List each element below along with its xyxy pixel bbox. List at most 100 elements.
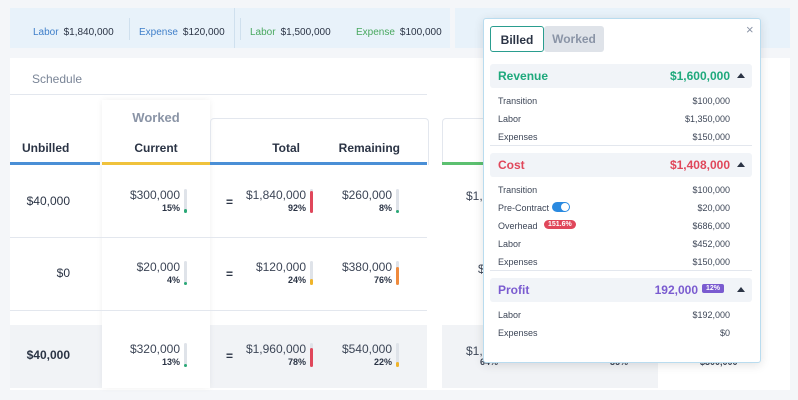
item-label: Overhead: [498, 221, 538, 231]
column-header: Total: [272, 141, 300, 155]
section-total: 192,000: [654, 283, 698, 297]
tab[interactable]: Worked: [544, 26, 604, 52]
divider: [490, 270, 752, 271]
item-value: $1,350,000: [684, 114, 730, 124]
summary-label: Labor: [250, 27, 276, 38]
item-label: Labor: [498, 239, 522, 249]
summary-strip: [10, 8, 450, 48]
progress-track: [396, 261, 399, 285]
progress-track: [310, 189, 313, 213]
progress-fill: [310, 190, 313, 213]
summary-value: $1,500,000: [280, 27, 331, 38]
summary-value: $1,840,000: [63, 27, 114, 38]
cell-percent: 13%: [161, 357, 180, 367]
caret[interactable]: [737, 73, 745, 78]
summary-value: $120,000: [182, 27, 225, 38]
summary-label: Labor: [33, 27, 59, 38]
summary-value: $100,000: [399, 27, 442, 38]
progress-track: [184, 261, 187, 285]
cell-value: $120,000: [255, 260, 306, 274]
section-total: $1,600,000: [669, 69, 730, 83]
cell-percent: 24%: [287, 275, 306, 285]
badge: 151.6%: [544, 220, 576, 229]
cell-percent: 78%: [287, 357, 306, 367]
divider: [490, 145, 752, 146]
row-divider: [10, 310, 427, 311]
underline: [10, 162, 100, 165]
cell-value: $380,000: [341, 260, 392, 274]
progress-track: [396, 189, 399, 213]
summary-label: Expense: [356, 27, 395, 38]
item-value: $686,000: [692, 221, 730, 231]
item-label: Pre-Contract: [498, 203, 550, 213]
cell-unbilled: $40,000: [26, 194, 70, 208]
caret[interactable]: [737, 162, 745, 167]
cell-percent: 22%: [373, 357, 392, 367]
summary-item: Expense $100,000: [356, 27, 442, 38]
item-label: Labor: [498, 310, 522, 320]
progress-fill: [396, 361, 399, 367]
section-title: Cost: [498, 158, 525, 172]
cell-unbilled: $0: [56, 266, 70, 280]
item-value: $150,000: [692, 132, 730, 142]
badge: 12%: [702, 284, 725, 293]
cell-unbilled: $40,000: [26, 348, 70, 362]
caret[interactable]: [737, 287, 745, 292]
cell-fragment: $: [478, 262, 485, 276]
cell-percent: 92%: [287, 203, 306, 213]
summary-item: Expense $120,000: [139, 27, 225, 38]
divider: [10, 94, 427, 95]
group-frame: [210, 118, 429, 165]
column-header: Current: [134, 141, 178, 155]
progress-fill: [396, 210, 399, 213]
section-title: Revenue: [498, 69, 549, 83]
cell-value: $260,000: [341, 188, 392, 202]
row-divider: [10, 237, 427, 238]
item-label: Expenses: [498, 257, 538, 267]
cell-percent: 8%: [378, 203, 392, 213]
toggle-knob: [561, 203, 569, 211]
cell-value: $20,000: [136, 260, 180, 274]
equals: =: [226, 195, 234, 209]
cell-value: $300,000: [129, 188, 180, 202]
tab[interactable]: Schedule: [32, 72, 83, 86]
progress-track: [184, 189, 187, 213]
item-label: Expenses: [498, 132, 538, 142]
item-value: $100,000: [692, 185, 730, 195]
progress-track: [310, 343, 313, 367]
cell-percent: 15%: [161, 203, 180, 213]
progress-track: [396, 343, 399, 367]
item-label: Transition: [498, 185, 538, 195]
item-label: Transition: [498, 96, 538, 106]
item-label: Labor: [498, 114, 522, 124]
summary-label: Expense: [139, 27, 178, 38]
cell-percent: 76%: [373, 275, 392, 285]
summary-item: Labor $1,500,000: [250, 27, 331, 38]
cell-percent: 4%: [166, 275, 180, 285]
equals: =: [226, 349, 234, 363]
tab[interactable]: Billed: [490, 26, 544, 52]
toggle[interactable]: [552, 202, 570, 212]
group-header: Worked: [132, 110, 180, 125]
progress-track: [310, 261, 313, 285]
item-value: $192,000: [692, 310, 730, 320]
progress-track: [184, 343, 187, 367]
cell-value: $1,960,000: [245, 342, 306, 356]
cell-value: $1,840,000: [245, 188, 306, 202]
progress-fill: [184, 282, 187, 285]
section-header: [490, 153, 752, 177]
progress-fill: [184, 209, 187, 213]
underline: [102, 162, 210, 165]
progress-fill: [396, 266, 399, 285]
item-value: $150,000: [692, 257, 730, 267]
close-button[interactable]: ×: [746, 22, 754, 37]
underline: [210, 162, 427, 165]
summary-item: Labor $1,840,000: [33, 27, 114, 38]
cell-fragment: $1,: [466, 344, 483, 358]
column-header: Unbilled: [22, 141, 70, 155]
divider: [129, 18, 130, 40]
equals: =: [226, 267, 234, 281]
progress-fill: [310, 348, 313, 367]
progress-fill: [184, 363, 187, 367]
